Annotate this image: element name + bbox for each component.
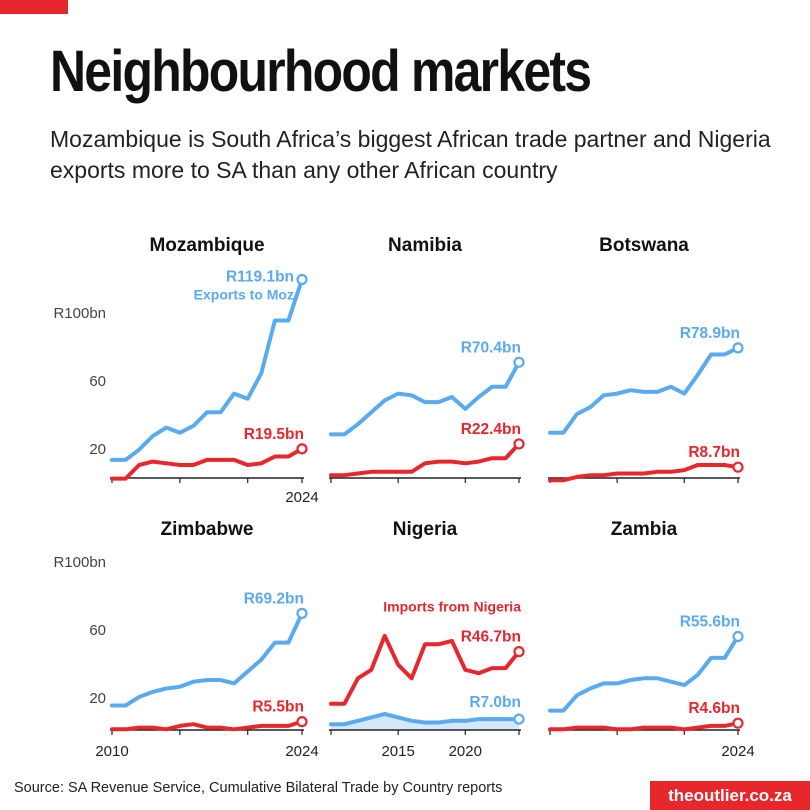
source-note: Source: SA Revenue Service, Cumulative B…: [14, 780, 503, 796]
exports-line-botswana: [548, 345, 740, 435]
brand-accent-bar: [0, 0, 68, 14]
imports-end-marker: [296, 443, 308, 455]
exports-value-label: R55.6bn: [680, 613, 740, 630]
exports-end-marker: [513, 713, 525, 725]
y-tick-label: 60: [89, 373, 106, 390]
imports-end-marker: [513, 438, 525, 450]
chart-title-mozambique: Mozambique: [149, 235, 264, 256]
x-tick-label: 2024: [285, 489, 318, 506]
exports-area-fill: [331, 714, 519, 730]
x-tick-label: 2010: [95, 743, 128, 760]
exports-line-namibia: [329, 360, 521, 437]
exports-line-nigeria: [329, 712, 521, 727]
imports-line-namibia: [329, 441, 521, 478]
imports-value-label: R19.5bn: [244, 426, 304, 443]
exports-end-marker: [732, 342, 744, 354]
imports-value-label: R8.7bn: [688, 444, 740, 461]
x-tick-label: 2015: [381, 743, 414, 760]
imports-line-zambia: [548, 721, 740, 732]
imports-line-mozambique: [110, 446, 304, 481]
exports-value-label: R70.4bn: [461, 339, 521, 356]
exports-value-label: R119.1bn: [226, 269, 294, 286]
imports-end-marker: [732, 717, 744, 729]
chart-title-namibia: Namibia: [388, 235, 462, 256]
imports-value-label: R4.6bn: [688, 700, 740, 717]
page-subtitle: Mozambique is South Africa’s biggest Afr…: [50, 126, 771, 183]
exports-value-label: R69.2bn: [244, 590, 304, 607]
y-tick-label: R100bn: [53, 305, 106, 322]
y-tick-label: 20: [89, 690, 106, 707]
imports-line-botswana: [548, 463, 740, 483]
imports-value-label: R46.7bn: [461, 629, 521, 646]
exports-line-mozambique: [110, 277, 304, 462]
chart-title-nigeria: Nigeria: [393, 519, 458, 540]
exports-value-label: R7.0bn: [469, 694, 521, 711]
imports-value-label: R5.5bn: [252, 699, 304, 716]
imports-value-label: R22.4bn: [461, 421, 521, 438]
chart-title-botswana: Botswana: [599, 235, 689, 256]
exports-end-marker: [732, 630, 744, 643]
exports-end-marker: [296, 273, 308, 286]
x-tick-label: 2024: [285, 743, 318, 760]
exports-value-label: R78.9bn: [680, 325, 740, 342]
imports-line-zimbabwe: [110, 719, 304, 732]
imports-end-marker: [732, 461, 744, 473]
y-tick-label: R100bn: [53, 554, 106, 571]
x-tick-label: 2020: [449, 743, 482, 760]
imports-line-nigeria: [329, 633, 521, 706]
page-title: Neighbourhood markets: [50, 39, 592, 104]
y-tick-label: 20: [89, 441, 106, 458]
chart-title-zambia: Zambia: [611, 519, 678, 540]
brand-badge: theoutlier.co.za: [650, 781, 810, 810]
chart-title-zimbabwe: Zimbabwe: [161, 519, 254, 540]
x-tick-label: 2024: [721, 743, 754, 760]
exports-line-zambia: [548, 634, 740, 713]
exports-line-zimbabwe: [110, 611, 304, 708]
imports-end-marker: [513, 646, 525, 658]
imports-annotation: Imports from Nigeria: [383, 599, 521, 615]
imports-end-marker: [296, 716, 308, 728]
exports-annotation: Exports to Moz: [194, 287, 294, 303]
exports-end-marker: [296, 607, 308, 619]
exports-end-marker: [513, 356, 525, 368]
y-tick-label: 60: [89, 622, 106, 639]
